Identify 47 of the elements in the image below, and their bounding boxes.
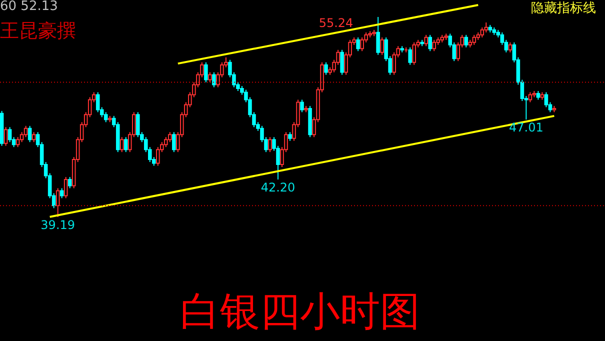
candlestick [32,132,36,143]
candlestick [204,62,208,83]
candlestick [24,125,28,138]
candlestick [380,36,384,56]
candlestick [428,34,432,52]
candlestick [300,99,304,113]
candlestick [60,188,64,199]
candlestick [212,72,216,88]
candlestick [528,92,532,103]
candlestick [64,176,68,199]
candlestick [20,132,24,143]
candlestick [508,42,512,53]
candlestick [28,125,32,143]
candlestick [16,136,20,148]
candlestick [268,136,272,153]
candlestick [96,92,100,113]
text: 60 52.13 [0,0,58,14]
candlestick [56,188,60,218]
candlestick [424,34,428,47]
candlestick [360,36,364,52]
candlestick [4,126,8,146]
candlestick [408,46,412,66]
text: 隐藏指标线 [531,1,596,16]
candlestick [480,26,484,38]
candlestick [472,34,476,46]
annotation: 47.01 [509,120,544,135]
candlestick [172,132,176,153]
annotation: 王昆豪撰 [0,20,76,42]
candlestick [432,39,436,52]
candlestick [356,36,360,52]
candlestick [136,112,140,138]
candlestick [208,72,212,83]
candlestick [168,132,172,143]
candlestick [376,16,380,56]
candlestick [464,34,468,48]
candlestick [124,136,128,153]
text: 白银四小时图 [180,289,420,335]
candlestick [412,42,416,66]
annotation: 55.24 [318,16,354,30]
candlestick [68,176,72,189]
candlestick [324,62,328,76]
annotation: 39.19 [40,218,76,232]
candlestick [8,126,12,143]
candlestick [340,49,344,76]
candlestick [120,136,124,153]
annotation: 42.20 [260,180,296,194]
candlestick [544,92,548,108]
